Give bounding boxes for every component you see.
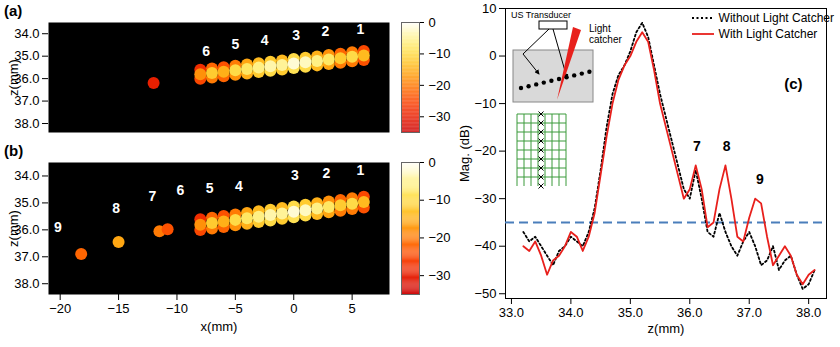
svg-text:36.0: 36.0 [14,70,40,86]
svg-text:0: 0 [489,48,496,63]
svg-text:−20: −20 [474,143,496,158]
svg-text:−30: −30 [474,191,496,206]
svg-text:−10: −10 [429,192,451,207]
svg-text:35.0: 35.0 [14,48,40,64]
svg-text:9: 9 [756,171,764,187]
html-text:With Light Catcher: With Light Catcher [718,27,818,41]
svg-text:34.0: 34.0 [14,168,39,183]
svg-text:z(mm): z(mm) [6,59,21,96]
svg-text:35.0: 35.0 [14,195,39,210]
svg-text:−5: −5 [228,301,243,316]
svg-text:5: 5 [349,301,356,316]
svg-text:−30: −30 [429,268,451,283]
svg-text:10: 10 [482,1,496,16]
svg-text:4: 4 [235,178,243,194]
svg-text:−10: −10 [474,96,496,111]
svg-text:34.0: 34.0 [558,305,583,320]
svg-text:36.0: 36.0 [14,222,40,237]
svg-text:z(mm): z(mm) [6,210,21,247]
svg-text:7: 7 [693,138,701,154]
svg-text:−40: −40 [474,238,496,253]
svg-text:38.0: 38.0 [14,116,39,131]
svg-text:37.0: 37.0 [14,249,39,264]
svg-text:6: 6 [202,43,210,59]
svg-text:−15: −15 [108,301,130,316]
html-text:Without Light Catcher: Without Light Catcher [718,11,834,25]
svg-text:−20: −20 [429,78,451,93]
svg-text:−20: −20 [49,301,71,316]
html-text:(b): (b) [4,142,24,159]
svg-text:7: 7 [149,188,157,204]
svg-text:35.0: 35.0 [618,305,643,320]
svg-text:x(mm): x(mm) [201,319,238,334]
svg-text:Mag. (dB): Mag. (dB) [457,125,472,182]
svg-text:6: 6 [177,182,185,198]
svg-text:2: 2 [321,23,329,39]
svg-text:−20: −20 [429,230,451,245]
svg-text:4: 4 [261,32,269,48]
svg-text:8: 8 [112,200,120,216]
svg-text:5: 5 [231,36,239,52]
svg-text:1: 1 [356,21,364,37]
svg-text:−10: −10 [429,46,451,61]
svg-text:5: 5 [206,180,214,196]
svg-text:3: 3 [291,167,299,183]
svg-text:US Transducer: US Transducer [511,10,571,20]
svg-text:0: 0 [429,155,436,170]
svg-text:0: 0 [429,15,436,30]
svg-text:9: 9 [54,219,62,235]
svg-text:33.0: 33.0 [499,305,524,320]
svg-text:38.0: 38.0 [796,305,821,320]
svg-text:Lightcatcher: Lightcatcher [589,23,622,45]
svg-text:−10: −10 [166,301,188,316]
svg-text:1: 1 [356,162,364,178]
svg-text:37.0: 37.0 [737,305,762,320]
svg-text:z(mm): z(mm) [648,321,685,336]
svg-text:(c): (c) [784,75,802,92]
svg-text:2: 2 [323,165,331,181]
svg-text:34.0: 34.0 [14,26,39,41]
svg-text:8: 8 [723,138,731,154]
svg-text:38.0: 38.0 [14,276,39,291]
svg-text:36.0: 36.0 [677,305,702,320]
svg-text:37.0: 37.0 [14,93,40,109]
svg-text:−30: −30 [429,109,451,124]
svg-text:−50: −50 [474,286,496,301]
svg-text:0: 0 [290,301,297,316]
html-text:(a): (a) [4,2,23,19]
svg-text:3: 3 [292,27,300,43]
